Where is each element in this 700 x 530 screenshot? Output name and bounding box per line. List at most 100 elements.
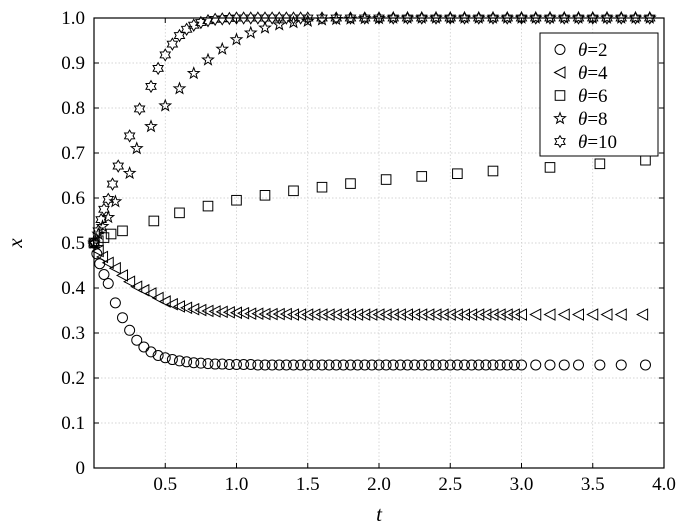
data-point <box>195 15 207 30</box>
data-point <box>402 359 413 371</box>
y-tick-label: 0.4 <box>61 278 85 299</box>
data-point <box>215 41 230 55</box>
data-point <box>543 308 556 321</box>
data-point <box>152 350 164 361</box>
data-point <box>273 359 285 371</box>
data-point <box>133 102 146 116</box>
series-2 <box>87 236 649 321</box>
data-point <box>394 359 406 371</box>
data-point <box>330 11 343 25</box>
data-point <box>571 308 584 321</box>
data-point <box>330 359 342 371</box>
legend-label: θ=10 <box>578 132 617 153</box>
data-point <box>251 307 264 320</box>
data-point <box>129 141 144 155</box>
data-point <box>316 359 328 371</box>
data-point <box>295 359 307 371</box>
data-point <box>373 359 385 371</box>
data-point <box>472 308 485 321</box>
data-point <box>345 359 356 371</box>
y-tick-label: 0.9 <box>61 53 85 74</box>
data-point <box>366 359 378 371</box>
data-point <box>572 11 585 25</box>
data-point <box>444 359 456 371</box>
data-point <box>117 312 128 324</box>
data-point <box>636 308 649 321</box>
data-point <box>493 308 506 321</box>
legend-entry: θ=2 <box>554 40 608 61</box>
data-point <box>105 228 117 240</box>
data-point <box>288 185 299 197</box>
data-point <box>487 359 499 371</box>
data-point <box>415 11 428 25</box>
data-point <box>145 79 157 94</box>
data-point <box>108 261 121 275</box>
data-point <box>124 324 136 336</box>
data-point <box>487 11 499 25</box>
data-point <box>238 359 250 370</box>
data-point <box>443 308 456 321</box>
legend-marker <box>554 44 566 55</box>
data-point <box>479 308 492 321</box>
data-point <box>387 11 400 25</box>
data-point <box>315 308 328 321</box>
data-point <box>187 18 200 32</box>
data-point <box>229 32 244 46</box>
data-point <box>444 11 457 25</box>
data-point <box>166 354 178 366</box>
data-point <box>112 159 125 173</box>
data-point <box>573 359 584 371</box>
data-point <box>450 308 463 321</box>
data-point <box>265 307 278 321</box>
data-point <box>544 359 556 371</box>
x-axis-label: t <box>376 502 383 526</box>
data-point <box>345 178 356 189</box>
y-tick-label: 0.1 <box>61 413 85 434</box>
data-point <box>229 306 242 320</box>
x-tick-label: 1.5 <box>296 474 320 495</box>
data-point <box>258 307 271 321</box>
data-point <box>640 154 651 166</box>
data-points <box>87 10 657 371</box>
data-point <box>643 11 656 25</box>
data-point <box>508 359 520 371</box>
data-point <box>379 308 392 321</box>
y-tick-label: 0.8 <box>61 98 85 119</box>
data-point <box>430 11 442 25</box>
data-point <box>359 359 371 371</box>
data-point <box>415 308 428 321</box>
legend-entry: θ=4 <box>553 63 608 84</box>
data-point <box>494 359 506 371</box>
data-point <box>351 308 364 321</box>
data-point <box>92 224 105 238</box>
data-point <box>500 308 513 321</box>
data-point <box>252 359 264 371</box>
x-tick-label: 4.0 <box>652 474 676 495</box>
legend: θ=2θ=4θ=6θ=8θ=10 <box>539 32 659 157</box>
data-point <box>437 359 449 371</box>
data-point <box>422 308 435 321</box>
data-point <box>151 291 164 305</box>
x-tick-label: 0.5 <box>153 474 177 495</box>
legend-entry: θ=8 <box>553 109 608 130</box>
data-point <box>158 295 171 308</box>
y-tick-label: 0.2 <box>61 368 85 389</box>
data-point <box>480 359 492 371</box>
data-point <box>294 308 307 321</box>
data-point <box>301 308 314 321</box>
data-point <box>259 359 271 371</box>
data-point <box>115 269 128 282</box>
data-point <box>223 359 235 370</box>
data-point <box>237 306 250 320</box>
data-point <box>101 256 114 270</box>
data-point <box>280 359 292 371</box>
data-point <box>465 308 478 321</box>
data-point <box>400 308 413 321</box>
legend-marker <box>553 66 566 79</box>
data-point <box>288 359 299 371</box>
data-point <box>216 358 228 370</box>
data-point <box>308 308 321 321</box>
data-point <box>472 11 485 25</box>
data-point <box>188 357 200 369</box>
legend-entry: θ=6 <box>554 86 608 107</box>
